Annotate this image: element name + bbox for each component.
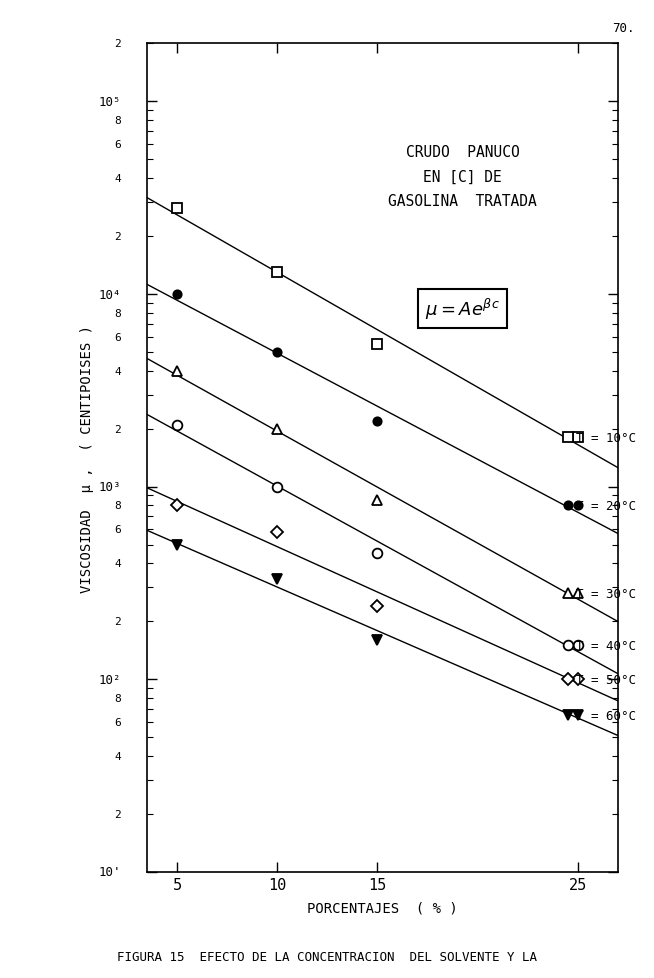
Text: T = 40°C: T = 40°C <box>576 640 636 652</box>
Text: 4: 4 <box>114 751 121 761</box>
Text: 6: 6 <box>114 333 121 342</box>
Text: 8: 8 <box>114 308 121 319</box>
Text: 6: 6 <box>114 525 121 535</box>
Text: T = 30°C: T = 30°C <box>576 587 636 600</box>
Text: 2: 2 <box>114 617 121 627</box>
Text: T = 10°C: T = 10°C <box>576 431 636 445</box>
Text: 70.: 70. <box>612 22 634 34</box>
Text: FIGURA 15  EFECTO DE LA CONCENTRACION  DEL SOLVENTE Y LA: FIGURA 15 EFECTO DE LA CONCENTRACION DEL… <box>117 951 537 963</box>
Text: 6: 6 <box>114 140 121 150</box>
Text: 2: 2 <box>114 39 121 50</box>
Text: 4: 4 <box>114 174 121 184</box>
X-axis label: PORCENTAJES  ( % ): PORCENTAJES ( % ) <box>307 900 458 914</box>
Text: 10': 10' <box>99 866 121 878</box>
Text: 8: 8 <box>114 501 121 511</box>
Y-axis label: VISCOSIDAD  μ ,  ( CENTIPOISES ): VISCOSIDAD μ , ( CENTIPOISES ) <box>80 325 94 592</box>
Text: T = 50°C: T = 50°C <box>576 673 636 686</box>
Text: 10²: 10² <box>99 673 121 686</box>
Text: 4: 4 <box>114 367 121 377</box>
Text: 2: 2 <box>114 424 121 434</box>
Text: T = 20°C: T = 20°C <box>576 500 636 512</box>
Text: CRUDO  PANUCO
EN [C] DE
GASOLINA  TRATADA: CRUDO PANUCO EN [C] DE GASOLINA TRATADA <box>388 145 537 209</box>
Text: 10³: 10³ <box>99 480 121 494</box>
Text: 8: 8 <box>114 116 121 126</box>
Text: 6: 6 <box>114 717 121 728</box>
Text: 10⁴: 10⁴ <box>99 289 121 301</box>
Text: T = 60°C: T = 60°C <box>576 709 636 722</box>
Text: 8: 8 <box>114 693 121 703</box>
Text: 2: 2 <box>114 232 121 242</box>
Text: $\mu = Ae^{\beta c}$: $\mu = Ae^{\beta c}$ <box>425 296 500 322</box>
Text: 2: 2 <box>114 809 121 819</box>
Text: 4: 4 <box>114 558 121 569</box>
Text: 10⁵: 10⁵ <box>99 96 121 109</box>
